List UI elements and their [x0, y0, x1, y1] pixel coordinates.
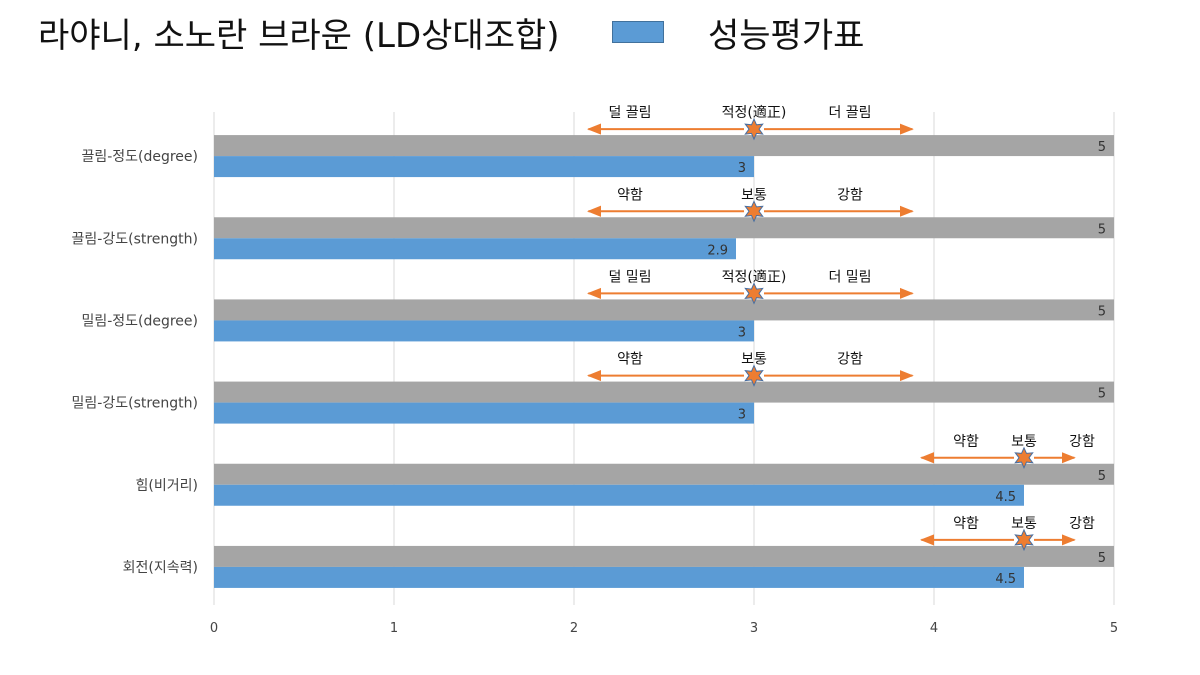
blue-value-label: 4.5	[995, 490, 1016, 505]
annotation-left-label: 덜 끌림	[608, 105, 651, 121]
annotation-center-label: 보통	[1011, 516, 1037, 532]
gray-bar	[214, 217, 1114, 239]
annotation-left-label: 약함	[953, 516, 979, 532]
annotation-center-label: 보통	[741, 187, 767, 203]
annotation-center-label: 보통	[1011, 434, 1037, 450]
gray-bar	[214, 545, 1114, 567]
gray-bar	[214, 463, 1114, 485]
gray-bar	[214, 381, 1114, 403]
annotation-right-label: 강함	[1069, 434, 1095, 450]
star-marker	[1014, 528, 1034, 552]
blue-bar	[214, 156, 754, 178]
gray-value-label: 5	[1098, 304, 1106, 319]
gray-value-label: 5	[1098, 551, 1106, 566]
chart-title: 라야니, 소노란 브라운 (LD상대조합)	[38, 16, 560, 56]
bars: 5 3 5 2.9 5 3 5 3 5 4.5 5 4.5	[214, 135, 1114, 588]
legend-swatch	[612, 21, 664, 43]
x-tick-label: 4	[930, 621, 938, 636]
blue-value-label: 3	[738, 408, 746, 423]
star-marker	[744, 117, 764, 141]
category-label: 밀림-강도(strength)	[72, 396, 198, 412]
gray-value-label: 5	[1098, 222, 1106, 237]
star-marker	[744, 200, 764, 223]
legend-label: 성능평가표	[708, 15, 865, 56]
category-label: 끌림-강도(strength)	[72, 231, 198, 247]
star-marker	[1014, 446, 1034, 470]
gray-value-label: 5	[1098, 140, 1106, 155]
blue-value-label: 4.5	[995, 572, 1016, 587]
blue-bar	[214, 238, 736, 260]
annotation-right-label: 더 밀림	[828, 269, 871, 285]
blue-value-label: 3	[738, 325, 746, 340]
annotation-left-label: 약함	[953, 434, 979, 450]
gray-bar	[214, 135, 1114, 157]
gray-bar	[214, 299, 1114, 321]
annotation-center-label: 보통	[741, 352, 767, 368]
grid-lines	[213, 112, 1115, 605]
x-tick-label: 1	[390, 621, 398, 636]
annotation-center-label: 적정(適正)	[722, 268, 787, 285]
annotation-left-label: 약함	[617, 352, 643, 368]
axes: 0 1 2 3 4 5 끌림-정도(degree) 끌림-강도(strength) 밀림-정도(…	[72, 149, 1119, 636]
legend: 성능평가표	[612, 10, 865, 56]
category-label: 끌림-정도(degree)	[81, 149, 198, 165]
x-tick-label: 3	[750, 621, 758, 636]
star-marker	[744, 364, 764, 387]
star-marker	[744, 282, 764, 305]
annotation-right-label: 강함	[1069, 516, 1095, 532]
annotation-right-label: 더 끌림	[828, 105, 871, 121]
blue-bar	[214, 566, 1024, 588]
blue-value-label: 3	[738, 161, 746, 176]
blue-bar	[214, 320, 754, 342]
annotation-left-label: 약함	[617, 187, 643, 203]
annotation-left-label: 덜 밀림	[608, 269, 651, 285]
annotation-center-label: 적정(適正)	[722, 104, 787, 121]
x-tick-label: 5	[1110, 621, 1118, 636]
annotation-right-label: 강함	[837, 352, 863, 368]
blue-bar	[214, 402, 754, 424]
blue-bar	[214, 484, 1024, 506]
category-label: 밀림-정도(degree)	[81, 313, 198, 329]
category-label: 회전(지속력)	[123, 560, 198, 576]
x-tick-label: 0	[210, 621, 218, 636]
category-label: 힘(비거리)	[136, 478, 198, 494]
gray-value-label: 5	[1098, 387, 1106, 402]
gray-value-label: 5	[1098, 469, 1106, 484]
x-tick-label: 2	[570, 621, 578, 636]
blue-value-label: 2.9	[707, 243, 728, 258]
annotation-right-label: 강함	[837, 187, 863, 203]
